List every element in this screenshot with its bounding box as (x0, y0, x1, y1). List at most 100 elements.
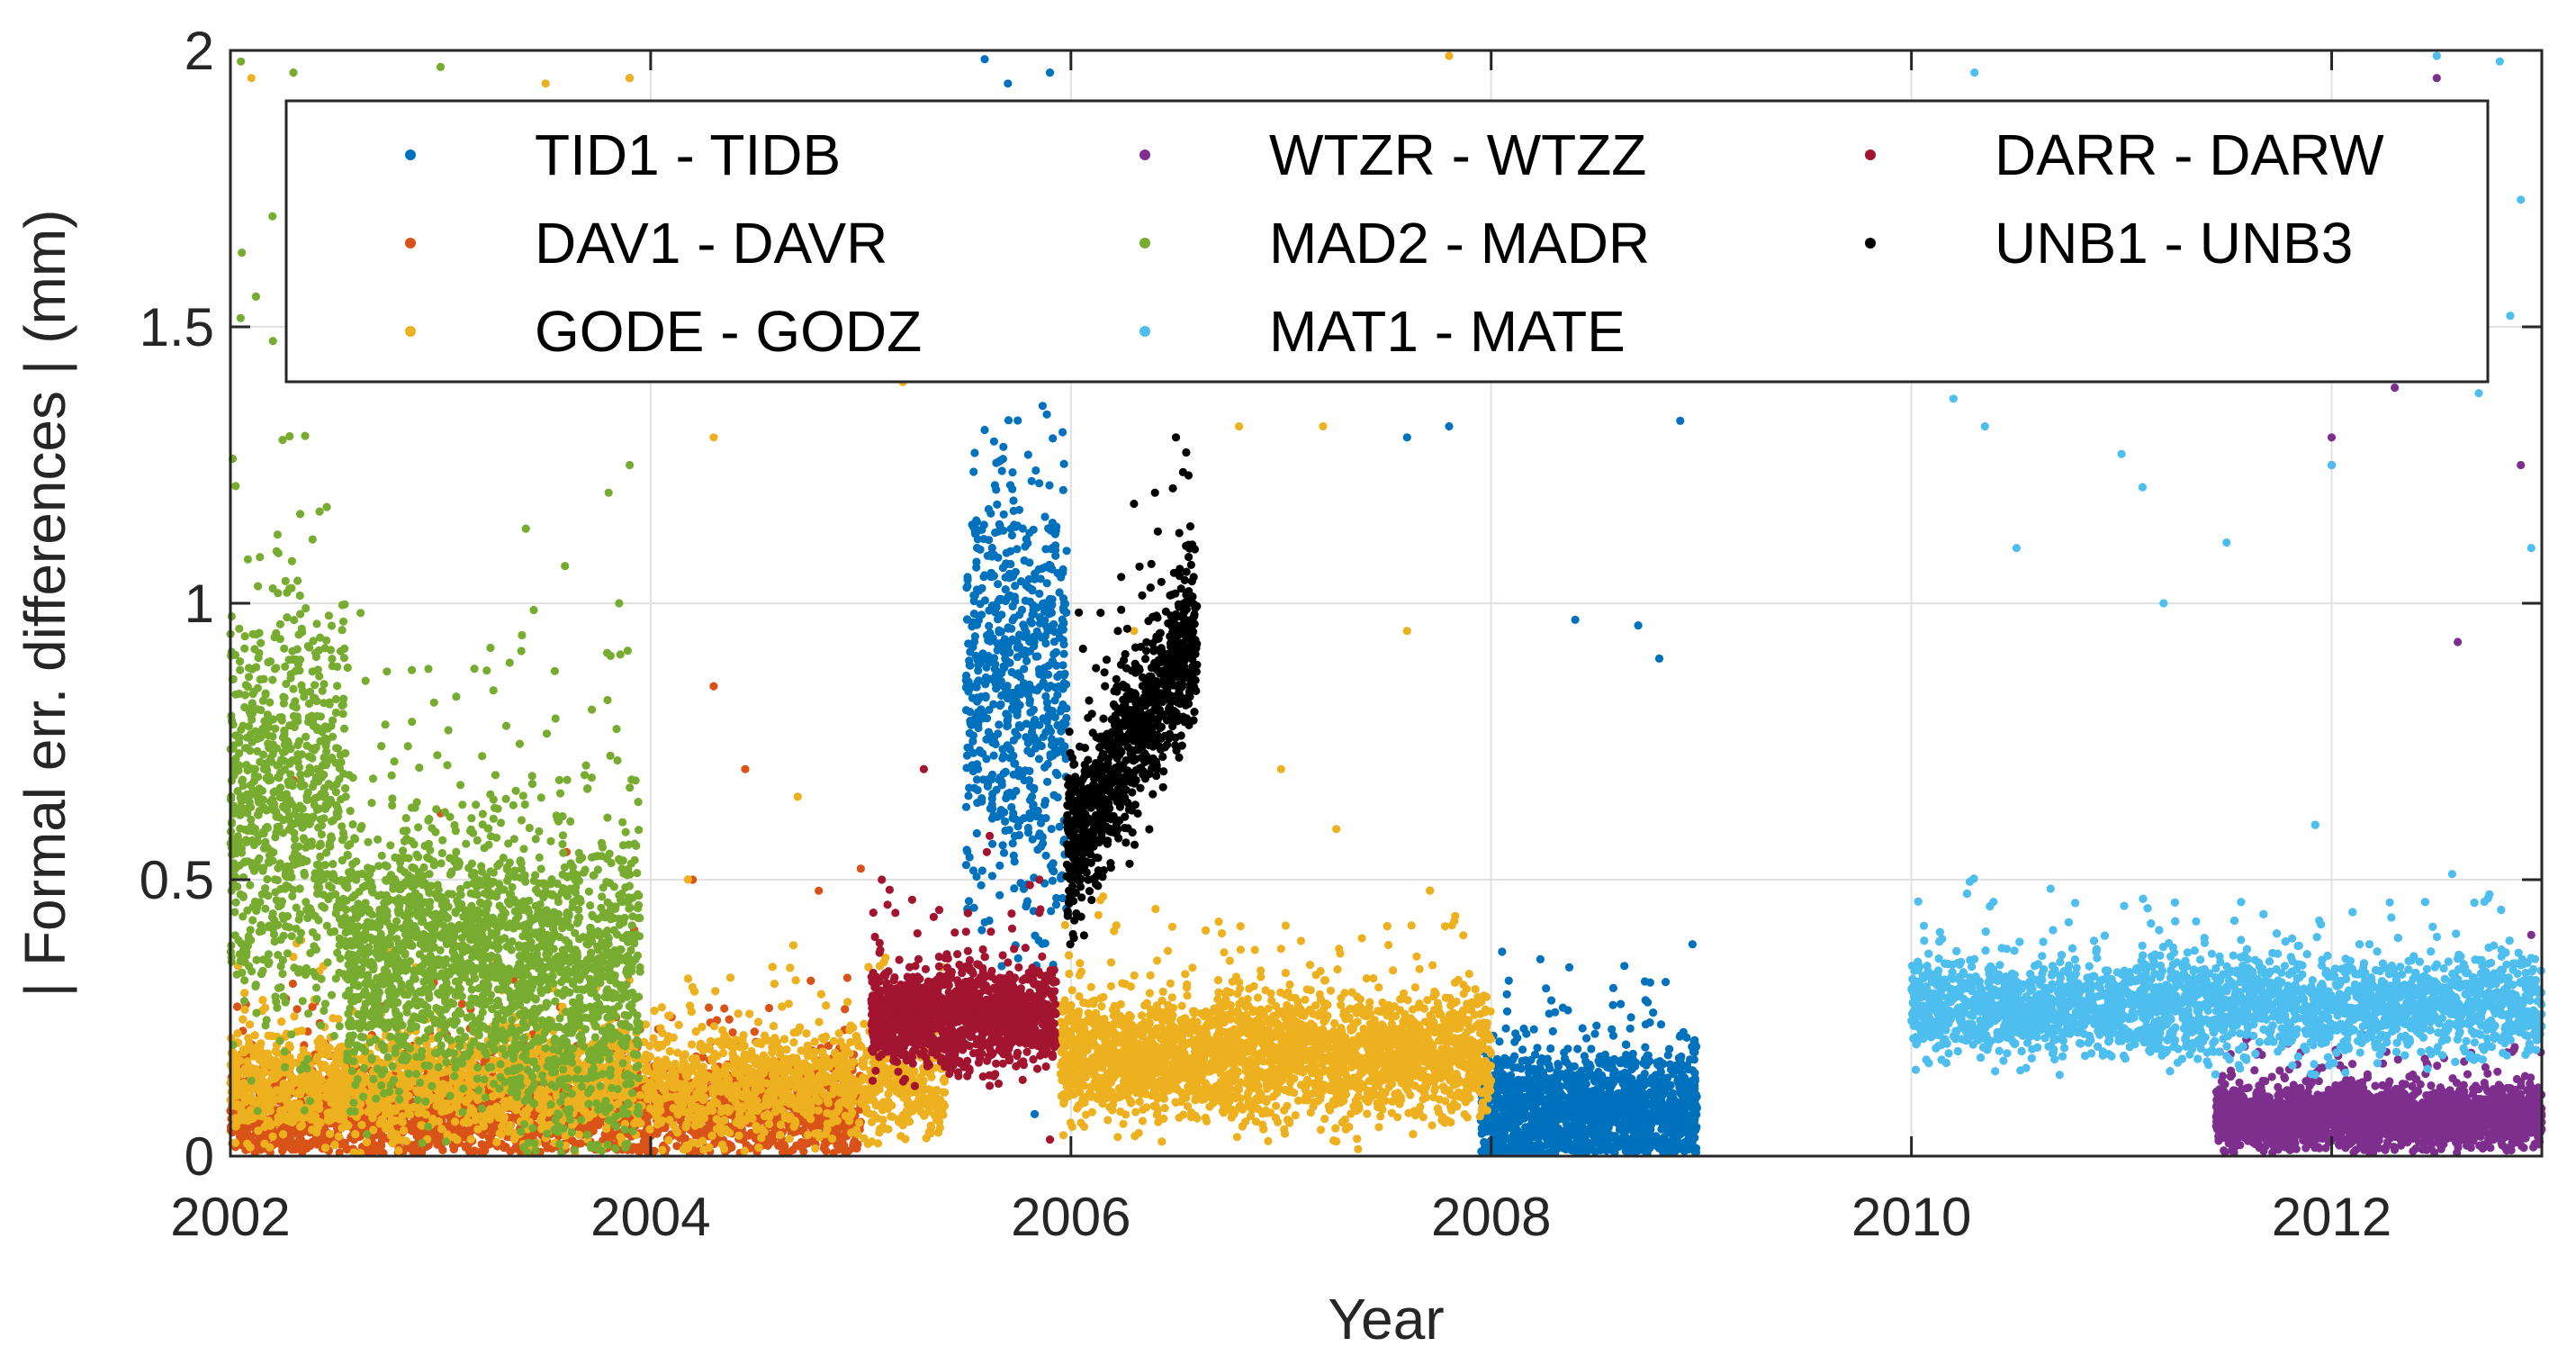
data-point (1047, 907, 1056, 916)
data-point (1504, 1102, 1513, 1112)
data-point (1599, 1135, 1608, 1144)
data-point (972, 518, 981, 527)
data-point (1025, 558, 1034, 567)
data-point (1502, 1007, 1512, 1016)
data-point (1039, 678, 1048, 687)
data-point (1545, 1009, 1554, 1018)
data-point (987, 601, 996, 610)
data-point (1582, 1034, 1591, 1043)
data-point (1501, 1024, 1510, 1033)
data-point (1008, 616, 1017, 625)
data-point (1577, 1074, 1587, 1083)
data-point (1023, 691, 1032, 700)
data-point (1048, 625, 1057, 634)
data-point (1004, 416, 1013, 425)
data-point (1677, 1052, 1686, 1062)
data-point (1025, 809, 1034, 818)
data-point (986, 551, 995, 561)
data-point (999, 662, 1008, 671)
data-point (1514, 1141, 1523, 1150)
data-point (1680, 1083, 1689, 1093)
data-point (1634, 1098, 1643, 1107)
data-point (1610, 1055, 1619, 1064)
data-point (998, 754, 1007, 763)
data-point (1040, 664, 1049, 673)
data-point (1009, 751, 1018, 761)
data-point (1688, 940, 1697, 949)
data-point (1058, 485, 1067, 494)
data-point (973, 799, 982, 808)
data-point (1677, 1140, 1686, 1149)
data-point (1578, 1136, 1587, 1145)
data-point (1025, 796, 1035, 805)
data-point (1053, 771, 1062, 780)
data-point (1003, 741, 1012, 750)
data-point (1039, 839, 1048, 848)
data-point (1581, 1057, 1590, 1066)
data-point (1034, 831, 1043, 840)
data-point (1059, 671, 1068, 680)
data-point (1012, 697, 1021, 706)
data-point (1018, 769, 1027, 778)
data-point (1038, 564, 1047, 574)
data-point (1055, 588, 1064, 597)
data-point (1597, 1122, 1606, 1131)
data-point (969, 610, 978, 619)
data-point (1595, 1052, 1605, 1062)
data-point (1041, 638, 1050, 648)
data-point (1519, 1024, 1528, 1034)
data-point (1031, 715, 1040, 725)
data-point (1042, 410, 1051, 419)
data-point (1009, 688, 1018, 698)
data-point (1606, 1142, 1615, 1151)
data-point (973, 535, 982, 544)
data-point (977, 866, 986, 875)
data-point (997, 466, 1006, 475)
data-point (1001, 655, 1010, 664)
data-point (1597, 1107, 1606, 1116)
data-point (1572, 1092, 1581, 1101)
data-point (1608, 1079, 1617, 1088)
data-point (1547, 996, 1556, 1005)
data-point (1019, 884, 1028, 893)
data-point (1055, 633, 1065, 642)
data-point (1009, 705, 1018, 714)
data-point (1009, 736, 1018, 745)
data-point (991, 679, 1000, 688)
data-point (1640, 977, 1650, 986)
data-point (1644, 1126, 1653, 1135)
data-point (1498, 947, 1507, 956)
data-point (995, 720, 1004, 729)
data-point (1008, 839, 1017, 848)
data-point (1495, 1037, 1504, 1046)
data-point (996, 700, 1005, 709)
data-point (1029, 705, 1038, 714)
data-point (1001, 817, 1010, 827)
data-point (1034, 755, 1043, 764)
data-point (977, 926, 986, 935)
data-point (1608, 1000, 1617, 1009)
data-point (1674, 1075, 1683, 1084)
data-point (1035, 589, 1044, 599)
data-point (1689, 1036, 1698, 1045)
data-point (1043, 683, 1052, 692)
data-point (1500, 1094, 1509, 1103)
data-point (1005, 788, 1014, 798)
data-point (1006, 547, 1015, 556)
data-point (1033, 845, 1042, 854)
data-point (1014, 505, 1024, 514)
data-point (1058, 684, 1067, 693)
data-point-outlier (1676, 416, 1685, 425)
data-point (1598, 1071, 1607, 1080)
data-point (1504, 1056, 1513, 1065)
data-point (1010, 592, 1019, 601)
data-point (1058, 723, 1067, 732)
data-point (1589, 1145, 1598, 1154)
data-point (1045, 564, 1054, 573)
data-point (1007, 802, 1016, 812)
data-point (1656, 1089, 1665, 1098)
data-point (1641, 1138, 1651, 1147)
data-point (968, 866, 978, 875)
data-point (1057, 704, 1066, 714)
data-point (1553, 1144, 1563, 1153)
